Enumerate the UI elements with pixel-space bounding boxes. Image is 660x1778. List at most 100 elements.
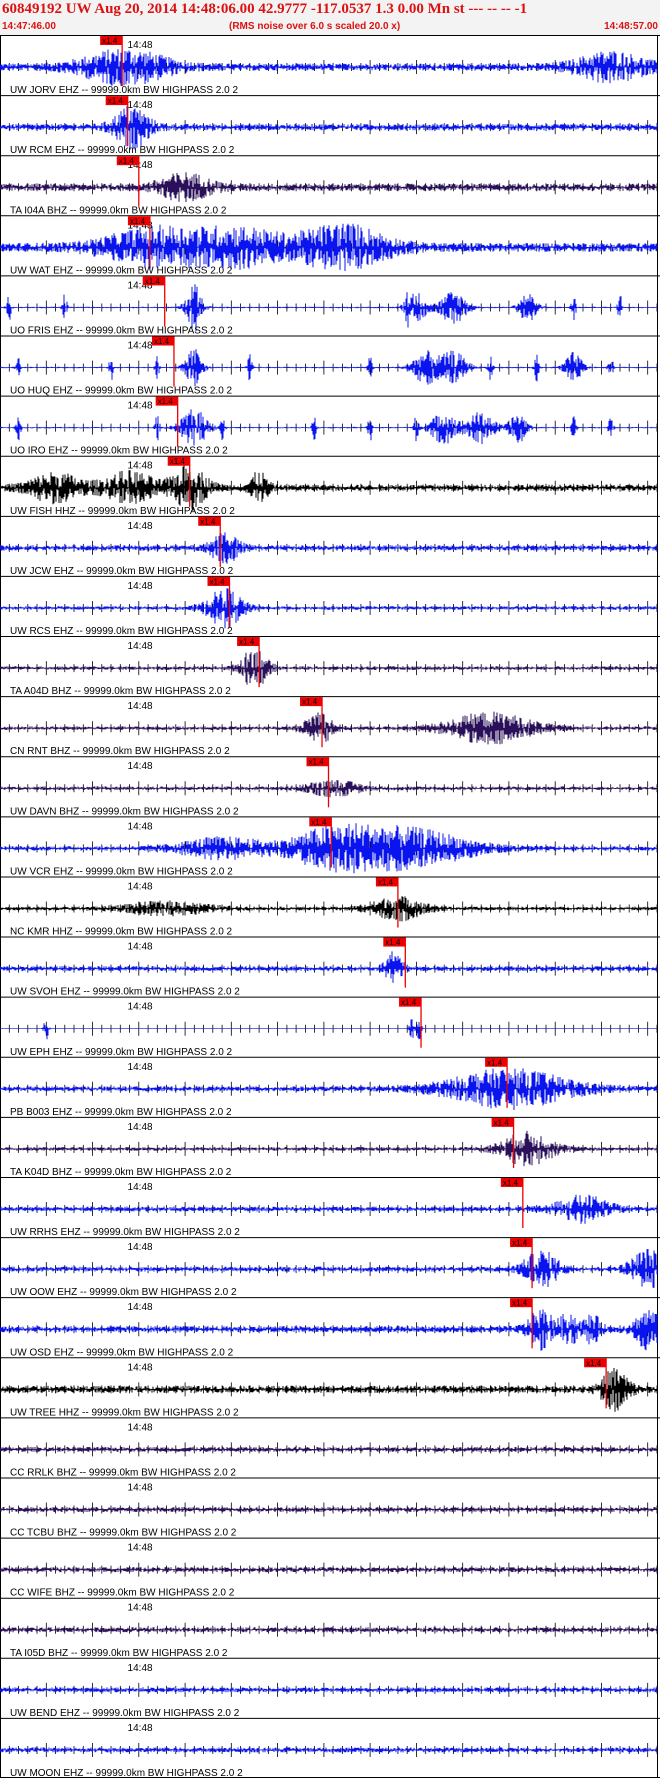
channel-label: UO IRO EHZ -- 99999.0km BW HIGHPASS 2.0 … (10, 446, 228, 457)
channel-label: UW DAVN BHZ -- 99999.0km BW HIGHPASS 2.0… (10, 806, 239, 817)
channel-22: 14:48 UW TREE HHZ -- 99999.0km BW HIGHPAS… (0, 1357, 660, 1418)
plot-header: 60849192 UW Aug 20, 2014 14:48:06.00 42.… (0, 0, 660, 35)
channel-label: UW SVOH EHZ -- 99999.0km BW HIGHPASS 2.0… (10, 987, 240, 998)
pick-flag (142, 276, 165, 286)
channel-11: 14:48 CN RNT BHZ -- 99999.0km BW HIGHPASS… (0, 696, 660, 757)
channel-6: 14:48 UO IRO EHZ -- 99999.0km BW HIGHPASS… (0, 395, 660, 457)
pick-label: x1.4 (494, 1118, 510, 1127)
waveform-trace (0, 1309, 658, 1351)
pick-marker: x1.4 (300, 697, 323, 748)
channel-label: UW RRHS EHZ -- 99999.0km BW HIGHPASS 2.0… (10, 1227, 240, 1238)
channel-26: 14:48 TA I05D BHZ -- 99999.0km BW HIGHPAS… (0, 1597, 660, 1659)
channel-10: 14:48 TA A04D BHZ -- 99999.0km BW HIGHPAS… (0, 636, 660, 697)
pick-flag (510, 1298, 533, 1308)
channel-3: 14:48 UW WAT EHZ -- 99999.0km BW HIGHPASS… (0, 215, 660, 276)
minute-label: 14:48 (128, 1663, 153, 1674)
pick-marker: x1.4 (399, 997, 422, 1048)
pick-label: x1.4 (503, 1178, 519, 1187)
minute-label: 14:48 (128, 521, 153, 532)
pick-flag (375, 877, 398, 887)
pick-marker: x1.4 (584, 1358, 607, 1409)
pick-flag (510, 1238, 533, 1248)
channel-label: UW MOON EHZ -- 99999.0km BW HIGHPASS 2.0… (10, 1768, 243, 1778)
minute-label: 14:48 (128, 220, 153, 231)
channel-25: 14:48 CC WIFE BHZ -- 99999.0km BW HIGHPAS… (0, 1537, 660, 1599)
pick-label: x1.4 (311, 818, 327, 827)
pick-flag (207, 576, 230, 586)
channel-17: 14:48 PB B003 EHZ -- 99999.0km BW HIGHPAS… (0, 1056, 660, 1118)
channel-16: 14:48 UW EPH EHZ -- 99999.0km BW HIGHPASS… (0, 996, 660, 1058)
minute-label: 14:48 (128, 641, 153, 652)
pick-flag (127, 216, 150, 226)
pick-label: x1.4 (102, 37, 118, 46)
waveform-trace (0, 1249, 658, 1288)
minute-label: 14:48 (128, 280, 153, 291)
pick-marker: x1.4 (127, 216, 151, 267)
minute-label: 14:48 (128, 1302, 153, 1313)
channel-12: 14:48 UW DAVN BHZ -- 99999.0km BW HIGHPAS… (0, 756, 660, 817)
pick-marker: x1.4 (198, 516, 221, 567)
channel-label: UW VCR EHZ -- 99999.0km BW HIGHPASS 2.0 … (10, 866, 233, 877)
channel-5: 14:48 UO HUQ EHZ -- 99999.0km BW HIGHPASS… (0, 335, 660, 397)
pick-flag (300, 697, 323, 707)
pick-label: x1.4 (302, 698, 318, 707)
pick-marker: x1.4 (500, 1177, 524, 1229)
channel-label: UW WAT EHZ -- 99999.0km BW HIGHPASS 2.0 … (10, 265, 233, 276)
pick-flag (485, 1057, 508, 1067)
pick-label: x1.4 (239, 638, 255, 647)
pick-flag (306, 757, 329, 767)
channel-label: TA I04A BHZ -- 99999.0km BW HIGHPASS 2.0… (10, 205, 227, 216)
pick-flag (116, 156, 139, 166)
minute-label: 14:48 (128, 1002, 153, 1013)
channel-label: PB B003 EHZ -- 99999.0km BW HIGHPASS 2.0… (10, 1107, 232, 1118)
rms-noise-subtitle: (RMS noise over 6.0 s scaled 20.0 x) (229, 21, 401, 32)
pick-label: x1.4 (130, 217, 146, 226)
channel-18: 14:48 TA K04D BHZ -- 99999.0km BW HIGHPAS… (0, 1116, 660, 1178)
event-title: 60849192 UW Aug 20, 2014 14:48:06.00 42.… (2, 1, 528, 17)
minute-label: 14:48 (128, 1122, 153, 1133)
waveform-trace (0, 106, 658, 150)
pick-flag (198, 516, 221, 526)
pick-label: x1.4 (378, 878, 394, 887)
waveform-trace (0, 1368, 658, 1412)
minute-label: 14:48 (128, 581, 153, 592)
pick-marker: x1.4 (142, 276, 166, 327)
channel-label: UW JORV EHZ -- 99999.0km BW HIGHPASS 2.0… (10, 85, 238, 96)
channel-20: 14:48 UW OOW EHZ -- 99999.0km BW HIGHPASS… (0, 1237, 660, 1298)
pick-flag (500, 1177, 523, 1187)
pick-label: x1.4 (158, 397, 174, 406)
channel-15: 14:48 UW SVOH EHZ -- 99999.0km BW HIGHPAS… (0, 936, 660, 998)
waveform-trace (0, 1068, 658, 1110)
channel-28: 14:48 UW MOON EHZ -- 99999.0km BW HIGHPAS… (0, 1717, 660, 1778)
waveform-trace (0, 651, 658, 686)
minute-label: 14:48 (128, 1723, 153, 1734)
channel-label: UW RCS EHZ -- 99999.0km BW HIGHPASS 2.0 … (10, 626, 233, 637)
minute-label: 14:48 (128, 942, 153, 953)
channel-label: TA A04D BHZ -- 99999.0km BW HIGHPASS 2.0… (10, 686, 231, 697)
time-end-label: 14:48:57.00 (604, 21, 658, 32)
pick-flag (584, 1358, 607, 1368)
pick-flag (237, 637, 260, 647)
channel-7: 14:48 UW FISH HHZ -- 99999.0km BW HIGHPAS… (0, 455, 660, 517)
channel-label: UW OSD EHZ -- 99999.0km BW HIGHPASS 2.0 … (10, 1347, 234, 1358)
pick-label: x1.4 (200, 517, 216, 526)
pick-marker: x1.4 (510, 1298, 533, 1349)
pick-marker: x1.4 (485, 1057, 508, 1108)
channel-9: 14:48 UW RCS EHZ -- 99999.0km BW HIGHPASS… (0, 575, 660, 637)
pick-marker: x1.4 (151, 336, 175, 387)
minute-label: 14:48 (128, 1182, 153, 1193)
channel-23: 14:48 CC RRLK BHZ -- 99999.0km BW HIGHPAS… (0, 1417, 660, 1478)
waveform-trace (0, 49, 658, 86)
pick-marker: x1.4 (155, 396, 179, 447)
waveform-trace (0, 896, 658, 922)
channel-label: CC TCBU BHZ -- 99999.0km BW HIGHPASS 2.0… (10, 1528, 237, 1539)
channel-8: 14:48 UW JCW EHZ -- 99999.0km BW HIGHPASS… (0, 515, 660, 577)
waveform-trace (0, 1627, 658, 1633)
channel-19: 14:48 UW RRHS EHZ -- 99999.0km BW HIGHPAS… (0, 1176, 660, 1238)
channel-label: CC WIFE BHZ -- 99999.0km BW HIGHPASS 2.0… (10, 1588, 235, 1599)
pick-label: x1.4 (385, 938, 401, 947)
minute-label: 14:48 (128, 100, 153, 111)
pick-flag (383, 937, 406, 947)
channel-21: 14:48 UW OSD EHZ -- 99999.0km BW HIGHPASS… (0, 1297, 660, 1358)
pick-label: x1.4 (108, 97, 124, 106)
